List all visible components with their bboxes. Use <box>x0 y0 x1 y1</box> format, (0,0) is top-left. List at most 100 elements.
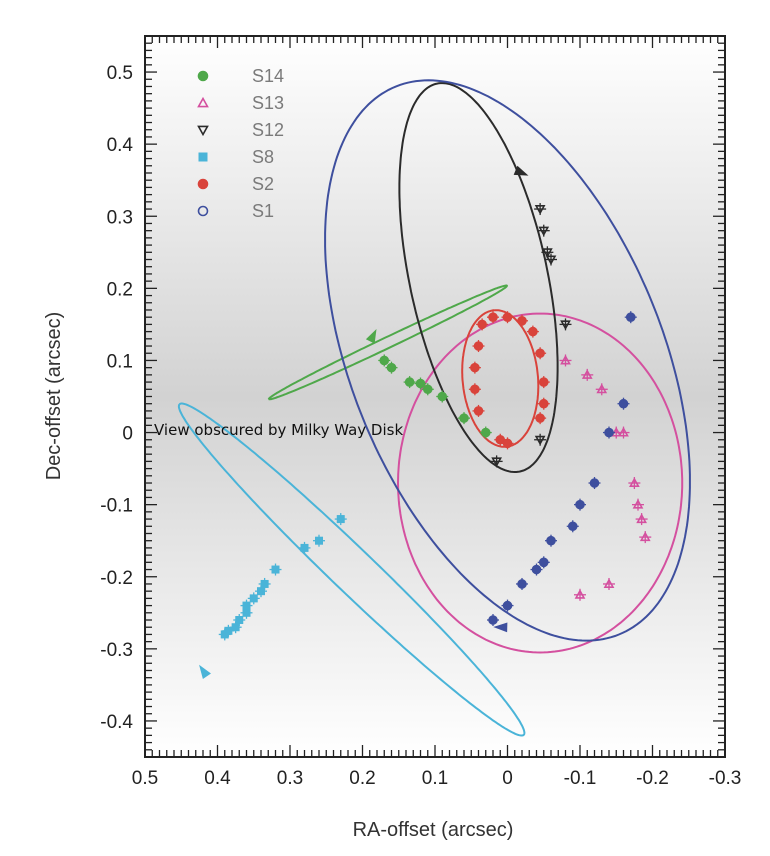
legend-label-s12: S12 <box>252 120 284 140</box>
data-point-s13 <box>560 354 571 365</box>
x-tick-label: 0 <box>502 768 513 789</box>
data-point-s8 <box>220 630 229 639</box>
legend-marker-s8 <box>198 152 208 162</box>
data-point-s14 <box>404 377 415 387</box>
data-point-s13 <box>596 383 608 394</box>
data-point-s13 <box>632 499 644 509</box>
x-tick-label: -0.1 <box>564 768 597 789</box>
data-point-s1 <box>625 312 636 322</box>
data-point-s8 <box>235 616 244 625</box>
data-point-s8 <box>300 543 309 552</box>
data-point-s12 <box>542 248 553 258</box>
data-point-s2 <box>528 326 538 337</box>
data-point-s2 <box>538 398 549 409</box>
legend-label-s1: S1 <box>252 201 274 221</box>
data-points <box>218 203 652 641</box>
data-point-s14 <box>459 413 469 423</box>
y-tick-label: -0.2 <box>100 568 133 589</box>
data-point-s8 <box>271 565 280 574</box>
data-point-s13 <box>636 513 647 524</box>
data-point-s2 <box>502 438 513 449</box>
y-tick-label: 0.4 <box>107 135 134 156</box>
axis-ticks <box>144 35 726 758</box>
y-tick-label: 0 <box>122 424 133 445</box>
orbit-s14 <box>267 284 508 401</box>
data-point-s12 <box>538 226 550 237</box>
data-point-s14 <box>386 362 397 373</box>
orbit-s12 <box>398 82 559 473</box>
y-tick-label: 0.5 <box>107 63 133 84</box>
y-tick-label: 0.3 <box>107 207 133 228</box>
data-point-s2 <box>477 319 487 330</box>
orbit-s13 <box>397 312 684 654</box>
legend: S14 S13 S12 S8 S2 S1 <box>197 66 284 221</box>
data-point-s12 <box>491 457 502 468</box>
legend-marker-s2 <box>197 178 209 190</box>
data-point-s12 <box>534 435 546 446</box>
plot-frame <box>144 35 726 758</box>
x-tick-label: 0.5 <box>132 768 158 789</box>
data-point-s12 <box>545 255 557 266</box>
data-point-s2 <box>535 348 545 359</box>
orbits <box>177 79 691 737</box>
data-point-s2 <box>470 384 480 395</box>
data-point-s14 <box>415 378 426 389</box>
x-tick-label: -0.2 <box>636 768 669 789</box>
plot-background <box>145 36 725 757</box>
data-point-s12 <box>534 205 546 215</box>
legend-label-s14: S14 <box>252 66 284 86</box>
orbit-s1 <box>324 79 691 642</box>
data-point-s14 <box>437 391 448 402</box>
data-point-s8 <box>336 515 345 524</box>
legend-marker-s14 <box>197 70 209 82</box>
data-point-s13 <box>639 531 651 542</box>
data-point-s8 <box>242 608 251 617</box>
legend-marker-s1 <box>197 205 209 217</box>
orbit-s8 <box>177 402 526 737</box>
y-tick-label: 0.2 <box>107 279 133 300</box>
data-point-s2 <box>535 413 545 423</box>
x-tick-label: 0.4 <box>204 768 231 789</box>
data-point-s8 <box>260 579 269 588</box>
legend-marker-s12 <box>197 125 209 137</box>
y-axis-title: Dec-offset (arcsec) <box>43 312 65 481</box>
legend-label-s13: S13 <box>252 93 284 113</box>
x-tick-label: -0.3 <box>709 768 742 789</box>
data-point-s8 <box>231 623 240 632</box>
legend-label-s8: S8 <box>252 147 274 167</box>
x-axis-title: RA-offset (arcsec) <box>353 819 514 841</box>
data-point-s1 <box>567 521 578 532</box>
x-tick-label: 0.1 <box>422 768 448 789</box>
data-point-s14 <box>379 355 390 366</box>
direction-arrow-s8 <box>199 664 211 680</box>
data-point-s1 <box>604 427 614 438</box>
direction-arrow-s1 <box>493 622 508 633</box>
data-point-s13 <box>618 426 629 437</box>
x-tick-labels: 0.5 0.4 0.3 0.2 0.1 0 -0.1 -0.2 -0.3 <box>132 768 742 789</box>
data-point-s2 <box>473 406 484 416</box>
data-point-s1 <box>575 499 585 510</box>
data-point-s13 <box>574 589 586 599</box>
data-point-s8 <box>315 536 323 545</box>
data-point-s13 <box>629 477 640 488</box>
data-point-s13 <box>603 578 615 588</box>
x-tick-label: 0.3 <box>277 768 303 789</box>
data-point-s1 <box>538 557 549 568</box>
data-point-s2 <box>517 315 527 326</box>
milky-way-annotation: View obscured by Milky Way Disk <box>154 421 403 439</box>
x-tick-label: 0.2 <box>349 768 375 789</box>
data-point-s2 <box>488 312 498 322</box>
data-point-s12 <box>560 320 571 331</box>
y-tick-label: -0.4 <box>100 712 133 733</box>
data-point-s2 <box>538 377 549 387</box>
y-tick-label: -0.3 <box>100 640 133 661</box>
y-tick-label: -0.1 <box>100 496 133 517</box>
data-point-s1 <box>531 564 542 575</box>
legend-marker-s13 <box>197 96 209 108</box>
data-point-s8 <box>249 594 258 603</box>
data-point-s13 <box>581 369 593 379</box>
data-point-s1 <box>502 600 513 611</box>
data-point-s1 <box>546 535 556 546</box>
data-point-s14 <box>422 384 433 395</box>
